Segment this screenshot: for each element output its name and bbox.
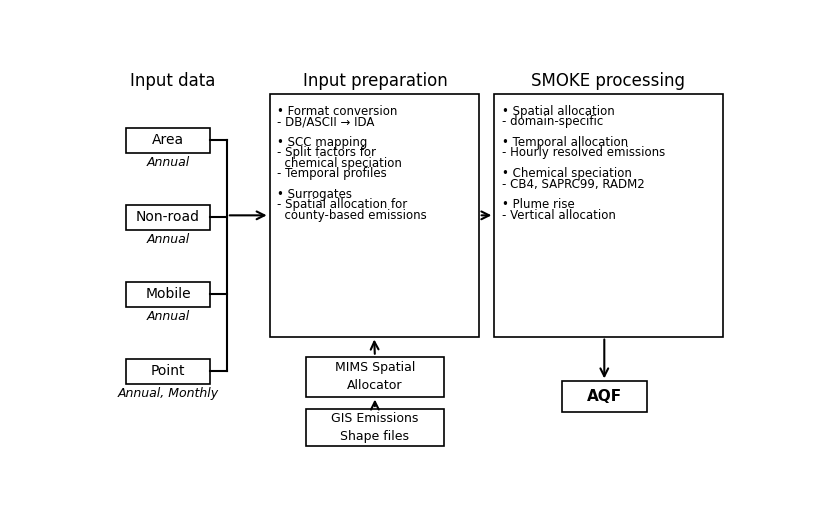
Text: Annual, Monthly: Annual, Monthly xyxy=(118,387,219,400)
FancyBboxPatch shape xyxy=(126,205,210,230)
Text: SMOKE processing: SMOKE processing xyxy=(531,72,686,90)
Text: - DB/ASCII → IDA: - DB/ASCII → IDA xyxy=(277,115,374,128)
Text: • SCC mapping: • SCC mapping xyxy=(277,136,368,149)
FancyBboxPatch shape xyxy=(306,357,444,397)
Text: • Spatial allocation: • Spatial allocation xyxy=(502,105,615,118)
Text: Input preparation: Input preparation xyxy=(304,72,448,90)
Text: • Temporal allocation: • Temporal allocation xyxy=(502,136,628,149)
FancyBboxPatch shape xyxy=(126,128,210,152)
Text: Area: Area xyxy=(152,133,184,147)
Text: county-based emissions: county-based emissions xyxy=(277,209,427,222)
FancyBboxPatch shape xyxy=(306,409,444,446)
Text: GIS Emissions
Shape files: GIS Emissions Shape files xyxy=(331,412,419,443)
Text: AQF: AQF xyxy=(587,389,622,404)
Text: • Surrogates: • Surrogates xyxy=(277,188,352,201)
Text: • Plume rise: • Plume rise xyxy=(502,199,574,211)
Text: - Spatial allocation for: - Spatial allocation for xyxy=(277,199,407,211)
Text: - CB4, SAPRC99, RADM2: - CB4, SAPRC99, RADM2 xyxy=(502,178,644,190)
FancyBboxPatch shape xyxy=(126,282,210,307)
Text: Mobile: Mobile xyxy=(145,287,191,301)
FancyBboxPatch shape xyxy=(126,359,210,384)
Text: • Format conversion: • Format conversion xyxy=(277,105,398,118)
Text: - Vertical allocation: - Vertical allocation xyxy=(502,209,616,222)
Text: Annual: Annual xyxy=(146,233,189,246)
Text: MIMS Spatial
Allocator: MIMS Spatial Allocator xyxy=(335,361,415,392)
Text: Input data: Input data xyxy=(130,72,216,90)
Text: Annual: Annual xyxy=(146,156,189,169)
Text: - Hourly resolved emissions: - Hourly resolved emissions xyxy=(502,146,665,160)
Text: Annual: Annual xyxy=(146,310,189,323)
Text: chemical speciation: chemical speciation xyxy=(277,157,402,170)
Text: • Chemical speciation: • Chemical speciation xyxy=(502,167,632,180)
Text: Non-road: Non-road xyxy=(136,210,200,224)
Text: Point: Point xyxy=(151,364,185,378)
Text: - domain-specific: - domain-specific xyxy=(502,115,603,128)
Text: - Temporal profiles: - Temporal profiles xyxy=(277,167,387,180)
FancyBboxPatch shape xyxy=(495,94,723,337)
FancyBboxPatch shape xyxy=(561,382,647,412)
Text: - Split factors for: - Split factors for xyxy=(277,146,376,160)
FancyBboxPatch shape xyxy=(269,94,479,337)
